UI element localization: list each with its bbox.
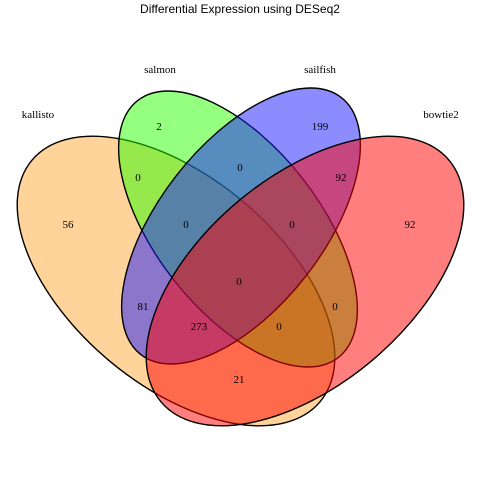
region-count-kallisto-salmon: 0 — [135, 172, 141, 184]
region-count-salmon-sailfish: 0 — [237, 162, 243, 174]
region-count-kallisto-sailfish: 81 — [138, 301, 149, 313]
region-count-kallisto-bowtie2: 21 — [234, 374, 245, 386]
set-label-bowtie2: bowtie2 — [423, 109, 458, 121]
region-count-all-four: 0 — [236, 276, 242, 288]
set-label-salmon: salmon — [144, 64, 176, 76]
diagram-title: Differential Expression using DESeq2 — [140, 2, 340, 16]
region-count-sailfish-only: 199 — [312, 121, 329, 133]
bowtie2-ellipse — [145, 135, 465, 427]
region-count-salmon-sailfish-bowtie2: 0 — [289, 219, 295, 231]
set-label-kallisto: kallisto — [22, 109, 55, 121]
region-count-kallisto-sailfish-bowtie2: 273 — [191, 321, 208, 333]
region-count-kallisto-only: 56 — [63, 219, 75, 231]
set-label-sailfish: sailfish — [304, 64, 336, 76]
region-count-salmon-bowtie2: 0 — [332, 301, 338, 313]
region-count-sailfish-bowtie2: 92 — [336, 172, 347, 184]
region-count-kallisto-salmon-sailfish: 0 — [183, 219, 189, 231]
region-count-bowtie2-only: 92 — [405, 219, 416, 231]
region-count-kallisto-salmon-bowtie2: 0 — [276, 321, 282, 333]
region-count-salmon-only: 2 — [156, 121, 162, 133]
